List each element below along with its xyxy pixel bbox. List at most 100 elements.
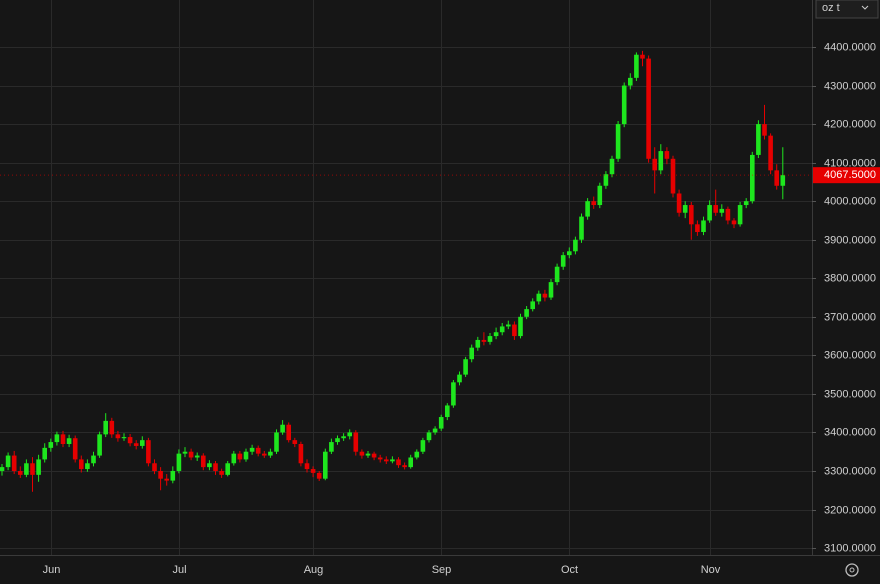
candle-body <box>170 470 176 481</box>
candle-body <box>268 451 273 456</box>
candle-body <box>36 459 41 475</box>
candle-body <box>725 208 731 221</box>
candle-body <box>304 463 310 470</box>
candle-body <box>689 205 694 225</box>
settings-icon <box>845 563 859 577</box>
candle-body <box>506 324 511 327</box>
candle-body <box>152 463 157 471</box>
candle-body <box>634 54 639 78</box>
y-tick-label: 3100.0000 <box>824 542 876 554</box>
dropdown-arrow <box>861 5 869 10</box>
candle-body <box>603 174 609 186</box>
candle-body <box>335 438 340 443</box>
candle-body <box>756 124 761 155</box>
y-tick-label: 3200.0000 <box>824 504 876 516</box>
candle-body <box>42 447 47 460</box>
candle-body <box>536 293 542 302</box>
candle-body <box>292 440 298 444</box>
candle-body <box>182 451 188 454</box>
candle-body <box>780 175 786 186</box>
candle-body <box>323 451 328 479</box>
candle-body <box>316 472 322 479</box>
y-tick-label: 3500.0000 <box>824 388 876 400</box>
candle-body <box>207 463 212 468</box>
candle-body <box>426 432 432 441</box>
candle-body <box>597 185 603 206</box>
candle-body <box>762 124 767 136</box>
candle-body <box>377 457 383 460</box>
candle-body <box>457 374 462 383</box>
candle-body <box>341 436 346 439</box>
x-tick-label: Jun <box>43 564 61 576</box>
candle-body <box>60 434 66 444</box>
grid <box>0 0 812 555</box>
candle-body <box>255 447 261 454</box>
x-tick-label: Sep <box>432 564 452 576</box>
candle-body <box>670 158 676 194</box>
candle-body <box>164 478 169 481</box>
y-tick-label: 3900.0000 <box>824 234 876 246</box>
candle-body <box>640 54 645 59</box>
candle-body <box>548 282 554 298</box>
candle-body <box>91 455 96 464</box>
candle-body <box>310 469 316 473</box>
candle-body <box>359 451 365 456</box>
candle-body <box>573 239 578 252</box>
candle-body <box>676 193 682 213</box>
candle-body <box>127 437 133 444</box>
y-tick-label: 3800.0000 <box>824 272 876 284</box>
candle-body <box>347 432 352 437</box>
candle-body <box>560 255 566 267</box>
unit-selector[interactable] <box>815 0 879 19</box>
candle-body <box>499 326 505 333</box>
candle-body <box>396 459 401 466</box>
candle-body <box>24 463 29 475</box>
x-tick-label: Jul <box>172 564 186 576</box>
candle-body <box>542 293 548 298</box>
candle-body <box>664 151 670 159</box>
candle-body <box>225 463 230 475</box>
candle-body <box>621 85 627 125</box>
candle-body <box>79 459 84 470</box>
candle-body <box>451 382 456 406</box>
candle-body <box>469 347 474 360</box>
candle-body <box>524 309 529 317</box>
candle-body <box>11 455 17 471</box>
x-tick-label: Nov <box>701 564 721 576</box>
candle-body <box>353 432 359 452</box>
candle-body <box>438 417 444 429</box>
candle-body <box>0 467 5 471</box>
candle-body <box>18 470 23 475</box>
candle-body <box>768 135 773 171</box>
candle-body <box>414 451 420 458</box>
candle-body <box>420 440 426 452</box>
y-tick-label: 3700.0000 <box>824 311 876 323</box>
candle-body <box>390 459 395 462</box>
x-tick-label: Oct <box>561 564 578 576</box>
candle-body <box>701 220 706 233</box>
candle-body <box>213 463 218 471</box>
candle-body <box>103 420 108 435</box>
candles <box>0 50 786 492</box>
candle-body <box>750 154 755 202</box>
candle-body <box>682 205 688 213</box>
candle-body <box>54 434 60 443</box>
settings-icon-center <box>849 567 855 573</box>
candle-body <box>445 405 450 418</box>
candle-body <box>115 434 121 439</box>
candle-body <box>628 77 633 86</box>
candle-body <box>194 455 200 458</box>
candle-body <box>652 158 657 171</box>
candle-body <box>475 339 481 348</box>
candle-body <box>615 124 621 159</box>
unit-selector-label[interactable]: oz t <box>822 2 840 14</box>
candle-body <box>487 336 493 342</box>
y-tick-label: 4300.0000 <box>824 80 876 92</box>
settings-button[interactable] <box>845 563 859 577</box>
y-tick-label: 4100.0000 <box>824 157 876 169</box>
candle-body <box>591 201 596 206</box>
candle-body <box>201 455 206 468</box>
